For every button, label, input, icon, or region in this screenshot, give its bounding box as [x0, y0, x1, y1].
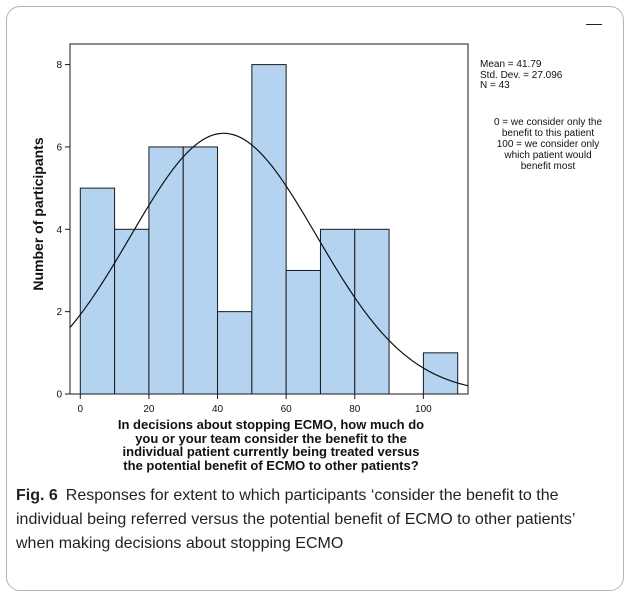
histogram-bar	[251, 64, 287, 395]
y-tick-label: 4	[56, 225, 62, 236]
y-axis-title: Number of participants	[30, 137, 46, 291]
summary-stats: Mean = 41.79 Std. Dev. = 27.096 N = 43	[480, 59, 563, 92]
histogram-bar	[285, 269, 321, 395]
x-tick-label: 40	[212, 404, 224, 415]
histogram-chart: 0 2 4 6 8 0 20 40 60 80 100	[56, 43, 469, 415]
stat-mean: Mean = 41.79	[480, 59, 542, 70]
figure-caption-text: Responses for extent to which participan…	[16, 487, 575, 552]
scale-note-line: which patient would	[504, 150, 592, 161]
scale-note-line: benefit most	[520, 161, 576, 172]
x-axis-title-line: the potential benefit of ECMO to other p…	[123, 457, 419, 473]
histogram-bar	[422, 352, 459, 395]
x-axis-title-line: you or your team consider the benefit to…	[135, 430, 407, 446]
figure-label: Fig. 6	[16, 487, 58, 504]
y-tick-label: 0	[56, 390, 62, 401]
scale-note: 0 = we consider only the benefit to this…	[472, 117, 624, 172]
histogram-bar	[354, 228, 390, 395]
x-tick-label: 80	[349, 404, 361, 415]
y-tick-label: 2	[56, 307, 62, 318]
histogram-bar	[217, 311, 253, 395]
histogram-bar	[148, 146, 184, 395]
histogram-bar	[114, 228, 150, 395]
stat-n: N = 43	[480, 80, 510, 91]
figure-caption: Fig. 6 Responses for extent to which part…	[16, 484, 616, 556]
scale-note-line: 0 = we consider only the	[493, 117, 603, 128]
y-tick-label: 6	[56, 142, 62, 153]
x-axis-title-line: In decisions about stopping ECMO, how mu…	[117, 417, 425, 432]
histogram-bar	[182, 146, 219, 395]
x-axis-title: In decisions about stopping ECMO, how mu…	[90, 418, 452, 472]
scale-note-line: 100 = we consider only	[496, 139, 600, 150]
y-tick-label: 8	[56, 60, 62, 71]
x-tick-label: 100	[415, 404, 432, 415]
scale-note-line: benefit to this patient	[501, 128, 595, 139]
histogram-bar	[319, 228, 356, 395]
top-dash-mark	[586, 24, 602, 25]
x-tick-label: 0	[78, 404, 84, 415]
x-tick-label: 60	[281, 404, 293, 415]
stat-sd: Std. Dev. = 27.096	[480, 69, 563, 81]
x-axis-title-line: individual patient currently being treat…	[122, 444, 420, 459]
normal-curve	[69, 132, 469, 387]
x-tick-label: 20	[143, 404, 155, 415]
